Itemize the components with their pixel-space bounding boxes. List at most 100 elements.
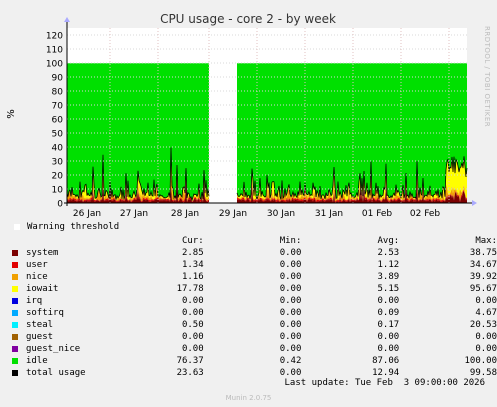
legend-avg: 0.00 <box>377 344 400 354</box>
area-layers <box>66 62 468 203</box>
y-axis-label: % <box>6 109 17 119</box>
header-avg: Avg: <box>377 236 400 246</box>
legend-avg: 2.53 <box>377 248 400 258</box>
area-idle <box>237 63 467 200</box>
header-min: Min: <box>279 236 302 246</box>
warning-threshold: Warning threshold <box>14 222 119 232</box>
legend-swatch <box>12 321 18 328</box>
legend-cur: 76.37 <box>176 356 204 366</box>
munin-version: Munin 2.0.75 <box>225 394 272 402</box>
legend-row-idle: idle 76.37 0.42 87.06 100.00 <box>12 355 497 367</box>
legend-row-user: user 1.34 0.00 1.12 34.67 <box>12 259 497 271</box>
legend-max: 0.00 <box>475 332 497 342</box>
legend-min: 0.00 <box>279 272 302 282</box>
x-tick-label: 02 Feb <box>410 209 441 219</box>
legend-swatch <box>12 345 18 352</box>
legend-max: 0.00 <box>475 296 497 306</box>
cpu-chart: CPU usage - core 2 - by week % 0 10 20 30 40… <box>6 12 477 219</box>
legend-row-irq: irq 0.00 0.00 0.00 0.00 <box>12 295 497 307</box>
legend-min: 0.00 <box>279 296 302 306</box>
y-tick-label: 100 <box>46 60 63 70</box>
y-tick-label: 40 <box>52 144 64 154</box>
legend-swatch <box>12 285 18 292</box>
legend-swatch <box>12 357 18 364</box>
legend-row-guest: guest 0.00 0.00 0.00 0.00 <box>12 331 497 343</box>
legend-cur: 17.78 <box>176 284 204 294</box>
chart-title: CPU usage - core 2 - by week <box>160 12 336 26</box>
area-nice <box>67 172 209 202</box>
legend-swatch <box>12 249 18 256</box>
legend-name: guest_nice <box>25 344 81 354</box>
legend-cur: 0.00 <box>181 344 204 354</box>
rrdtool-credit: RRDTOOL / TOBI OETIKER <box>483 26 491 128</box>
area-user <box>67 183 209 203</box>
legend-avg: 1.12 <box>377 260 400 270</box>
x-tick-label: 27 Jan <box>120 209 148 219</box>
y-tick-label: 90 <box>52 74 64 84</box>
legend-max: 34.67 <box>469 260 497 270</box>
legend-min: 0.00 <box>279 248 302 258</box>
legend-name: idle <box>25 356 48 366</box>
legend-name: guest <box>25 332 54 342</box>
legend-min: 0.00 <box>279 332 302 342</box>
y-tick-label: 120 <box>46 32 63 42</box>
legend-header-row: Cur: Min: Avg: Max: <box>12 235 497 247</box>
area-system <box>67 185 209 203</box>
warning-label: Warning threshold <box>27 222 120 232</box>
y-tick-label: 60 <box>52 116 64 126</box>
grid-lines <box>67 28 467 203</box>
legend-name: irq <box>25 296 43 306</box>
y-tick-label: 80 <box>52 88 64 98</box>
legend-cur: 1.34 <box>181 260 204 270</box>
y-tick-label: 20 <box>52 172 64 182</box>
line-total-usage <box>66 147 210 202</box>
y-tick-label: 70 <box>52 102 64 112</box>
legend-swatch <box>12 309 18 316</box>
x-tick-label: 30 Jan <box>267 209 295 219</box>
y-tick-label: 10 <box>52 186 64 196</box>
legend-swatch <box>12 333 18 340</box>
area-user <box>237 183 467 203</box>
x-tick-label: 26 Jan <box>73 209 101 219</box>
area-system <box>237 185 467 203</box>
legend-max: 38.75 <box>469 248 497 258</box>
legend-min: 0.00 <box>279 308 302 318</box>
y-axis-ticks: 0 10 20 30 40 50 60 70 80 90 100 110 120 <box>46 32 63 210</box>
legend-min: 0.00 <box>279 284 302 294</box>
legend-name: softirq <box>25 308 64 318</box>
y-tick-label: 110 <box>46 46 63 56</box>
legend-avg: 12.94 <box>372 368 400 378</box>
legend-row-softirq: softirq 0.00 0.00 0.09 4.67 <box>12 307 497 319</box>
legend-max: 0.00 <box>475 344 497 354</box>
legend-name: total usage <box>25 368 86 378</box>
legend-swatch <box>12 297 18 304</box>
legend-max: 39.92 <box>469 272 497 282</box>
legend-max: 100.00 <box>464 356 497 366</box>
x-tick-label: 01 Feb <box>362 209 393 219</box>
legend-cur: 0.50 <box>181 320 204 330</box>
legend-row-guest_nice: guest_nice 0.00 0.00 0.00 0.00 <box>12 343 497 355</box>
legend-row-system: system 2.85 0.00 2.53 38.75 <box>12 247 497 259</box>
legend-cur: 23.63 <box>176 368 204 378</box>
legend-cur: 0.00 <box>181 296 204 306</box>
legend-row-nice: nice 1.16 0.00 3.89 39.92 <box>12 271 497 283</box>
legend-row-total-usage: total usage 23.63 0.00 12.94 99.58 <box>12 367 497 379</box>
x-tick-label: 29 Jan <box>219 209 247 219</box>
legend-swatch <box>12 273 18 280</box>
y-axis-arrow <box>64 17 70 22</box>
x-tick-label: 28 Jan <box>171 209 199 219</box>
x-axis-arrow <box>472 200 477 206</box>
legend-cur: 0.00 <box>181 308 204 318</box>
legend-avg: 0.09 <box>377 308 400 318</box>
legend-min: 0.00 <box>279 320 302 330</box>
legend-swatch <box>12 369 18 376</box>
legend-cur: 2.85 <box>181 248 204 258</box>
y-tick-label: 30 <box>52 158 64 168</box>
x-tick-label: 31 Jan <box>315 209 343 219</box>
legend-name: iowait <box>25 284 59 294</box>
legend-max: 99.58 <box>469 368 497 378</box>
legend-avg: 0.00 <box>377 296 400 306</box>
last-update: Last update: Tue Feb 3 09:00:00 2026 <box>284 378 485 388</box>
legend-cur: 1.16 <box>181 272 204 282</box>
x-axis-ticks: 26 Jan 27 Jan 28 Jan 29 Jan 30 Jan 31 Jan 01 F… <box>73 209 441 219</box>
